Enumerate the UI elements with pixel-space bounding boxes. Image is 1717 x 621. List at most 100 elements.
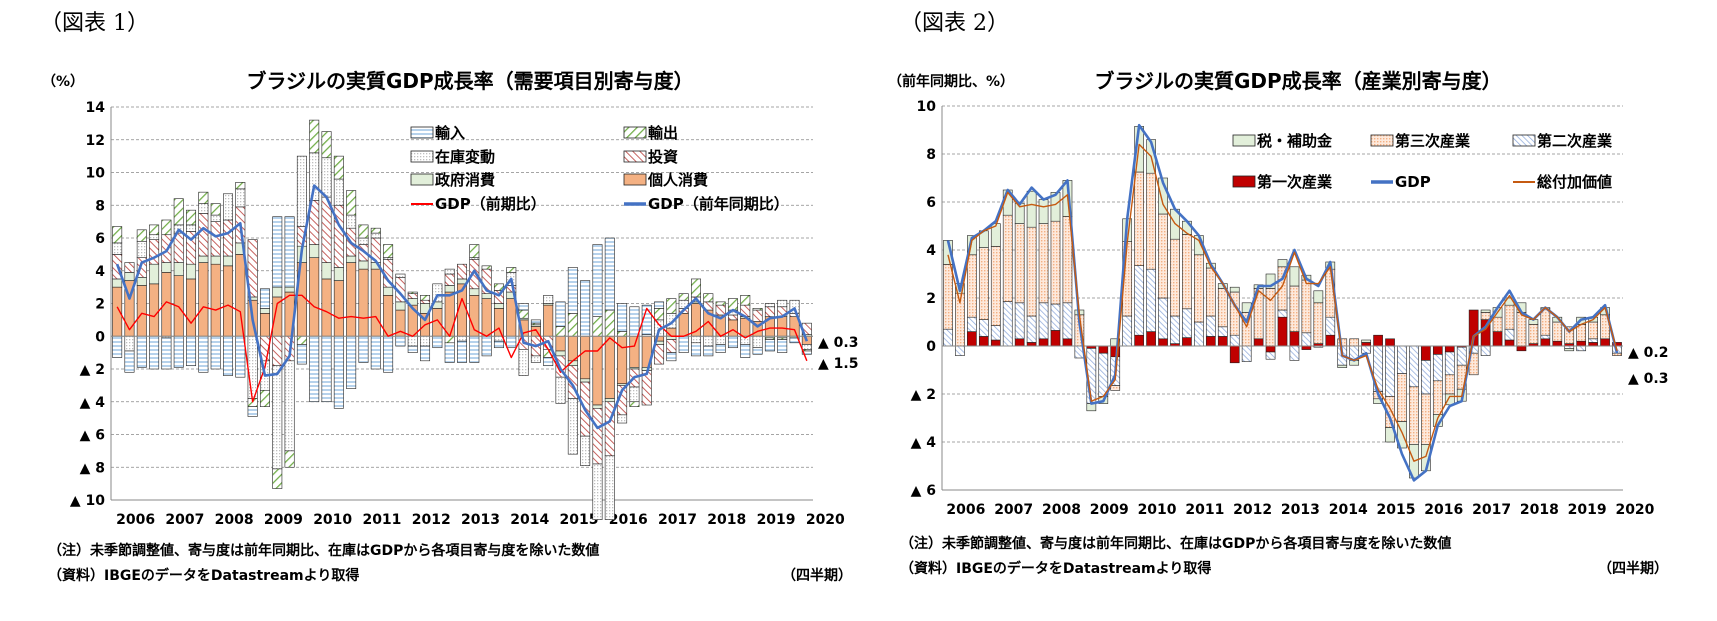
bar-segment-在庫変動	[691, 335, 701, 344]
bar-segment-輸入	[740, 344, 751, 358]
bar-segment-第一次産業	[1504, 339, 1515, 347]
x-tick-label: 2006	[946, 502, 985, 518]
bar-segment-投資	[272, 335, 283, 367]
bar-segment-輸出	[444, 335, 455, 344]
bar-segment-第三次産業	[990, 246, 1001, 326]
bar-segment-第一次産業	[1253, 338, 1264, 347]
bar-segment-輸入	[223, 335, 233, 376]
bar-segment-輸出	[567, 313, 578, 337]
bar-segment-在庫変動	[789, 299, 800, 314]
bar-segment-輸出	[654, 308, 665, 321]
x-tick-label: 2015	[560, 512, 599, 528]
bar-segment-第三次産業	[1301, 279, 1312, 334]
x-tick-label: 2010	[313, 512, 352, 528]
bar-segment-投資	[124, 262, 135, 273]
bar-segment-政府消費	[173, 262, 184, 276]
bar-segment-個人消費	[727, 319, 738, 337]
chart-2-source: （資料）IBGEのデータをDatastreamより取得	[900, 560, 1211, 577]
x-tick-label: 2011	[362, 512, 401, 528]
x-tick-label: 2019	[757, 512, 796, 528]
bar-segment-個人消費	[506, 298, 517, 337]
bar-segment-第一次産業	[1277, 316, 1288, 347]
bar-segment-輸出	[629, 401, 640, 407]
bar-segment-投資	[420, 299, 431, 304]
figure-1-label: （図表 1）	[40, 11, 149, 36]
bar-segment-在庫変動	[764, 303, 775, 308]
bar-segment-第一次産業	[967, 331, 977, 347]
bar-segment-輸入	[358, 335, 369, 363]
bar-segment-輸入	[161, 337, 172, 370]
bar-segment-政府消費	[321, 262, 332, 280]
bar-segment-輸入	[777, 339, 788, 353]
legend-swatch-輸出	[623, 126, 647, 139]
x-tick-label: 2007	[994, 502, 1033, 518]
bar-segment-個人消費	[481, 298, 492, 337]
bar-segment-第二次産業	[1205, 315, 1216, 337]
bar-segment-在庫変動	[703, 335, 714, 347]
bar-segment-第三次産業	[1612, 352, 1622, 356]
x-tick-label: 2016	[609, 512, 648, 528]
bar-segment-輸出	[752, 308, 763, 311]
bar-segment-第三次産業	[1444, 374, 1455, 395]
bar-segment-第一次産業	[978, 336, 989, 347]
bar-segment-投資	[210, 221, 221, 257]
bar-segment-投資	[407, 293, 418, 299]
bar-segment-政府消費	[223, 255, 233, 267]
bar-segment-第三次産業	[1170, 238, 1180, 317]
bar-segment-第二次産業	[1158, 297, 1168, 340]
bar-segment-個人消費	[678, 313, 689, 337]
bar-segment-在庫変動	[284, 360, 295, 452]
bar-segment-輸出	[518, 309, 529, 319]
line-series-GDP（前期比）	[116, 294, 808, 403]
bar-segment-第二次産業	[1432, 354, 1443, 382]
bar-segment-第二次産業	[990, 325, 1001, 341]
bar-segment-個人消費	[198, 262, 209, 337]
bar-segment-在庫変動	[198, 203, 209, 214]
y-tick-label: 4	[926, 243, 936, 259]
bar-segment-輸出	[161, 219, 172, 236]
bar-segment-輸出	[321, 131, 332, 159]
bar-segment-第二次産業	[955, 345, 965, 356]
bar-segment-個人消費	[444, 291, 455, 337]
legend-label-GDP（前年同期比）: GDP（前年同期比）	[648, 195, 789, 213]
bar-segment-第三次産業	[967, 254, 977, 318]
bar-segment-政府消費	[186, 263, 197, 280]
x-tick-label: 2010	[1138, 502, 1177, 518]
bar-segment-輸出	[617, 331, 628, 337]
bar-segment-第一次産業	[1050, 330, 1061, 347]
bar-segment-投資	[457, 263, 467, 280]
bar-segment-政府消費	[493, 303, 504, 309]
bar-segment-税・補助金	[1229, 286, 1240, 293]
y-tick-label: 10	[917, 99, 937, 115]
bar-segment-第二次産業	[1444, 351, 1455, 376]
bar-segment-個人消費	[370, 268, 381, 337]
bar-segment-個人消費	[666, 327, 677, 337]
bar-segment-投資	[666, 339, 677, 353]
bar-segment-輸入	[530, 319, 541, 324]
y-tick-label: 8	[95, 198, 105, 214]
bar-segment-税・補助金	[1265, 273, 1276, 289]
bar-segment-政府消費	[481, 293, 492, 299]
bar-segment-投資	[592, 407, 603, 465]
bar-segment-第一次産業	[1158, 338, 1168, 347]
bar-segment-個人消費	[210, 263, 221, 337]
bar-segment-第二次産業	[1062, 302, 1073, 340]
bar-segment-在庫変動	[247, 335, 258, 399]
bar-segment-在庫変動	[186, 224, 197, 232]
y-tick-label: 0	[95, 329, 105, 345]
bar-segment-第一次産業	[1552, 340, 1563, 347]
bar-segment-第三次産業	[1397, 373, 1407, 422]
legend-label-第一次産業: 第一次産業	[1257, 173, 1333, 191]
x-tick-label: 2012	[1233, 502, 1272, 518]
x-tick-label: 2020	[806, 512, 845, 528]
bar-segment-政府消費	[309, 244, 320, 258]
bar-segment-輸出	[198, 191, 209, 204]
bar-segment-政府消費	[149, 263, 160, 285]
bar-segment-第三次産業	[1158, 213, 1168, 299]
bar-segment-第二次産業	[1277, 309, 1288, 318]
bar-segment-第二次産業	[978, 319, 989, 337]
bar-segment-投資	[149, 239, 160, 265]
bar-segment-第一次産業	[1146, 331, 1156, 347]
bar-segment-政府消費	[592, 404, 603, 409]
bar-segment-第一次産業	[1600, 338, 1610, 347]
